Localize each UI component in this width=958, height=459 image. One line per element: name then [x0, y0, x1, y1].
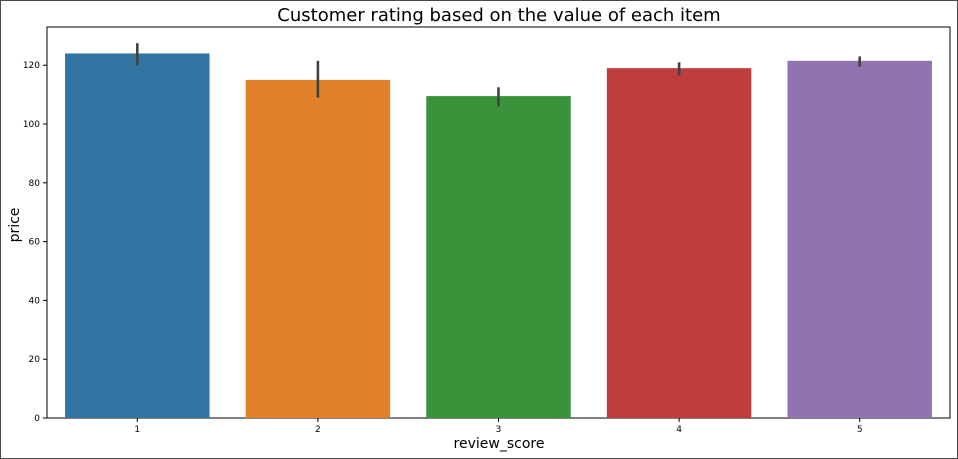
x-axis-label: review_score	[454, 436, 545, 452]
y-axis-label: price	[7, 208, 23, 243]
y-tick-label: 80	[29, 179, 41, 189]
x-tick-label: 1	[134, 425, 140, 435]
bar-3	[426, 96, 571, 419]
y-tick-label: 120	[23, 61, 40, 71]
x-tick-label: 4	[676, 425, 682, 435]
bar-1	[65, 53, 210, 418]
plot-area: 1 2 3 4 5 0 20 40 60 80 100 120	[23, 26, 951, 435]
bar-2	[245, 79, 391, 418]
y-tick-label: 20	[29, 355, 41, 365]
y-tick-label: 100	[23, 120, 40, 130]
x-tick-label: 2	[315, 425, 321, 435]
y-tick-label: 0	[34, 414, 40, 424]
y-tick-label: 40	[29, 296, 41, 306]
x-tick-label: 5	[857, 425, 863, 435]
chart-title: Customer rating based on the value of ea…	[277, 5, 720, 26]
bar-5	[787, 60, 932, 419]
bar-4	[606, 68, 752, 418]
y-tick-label: 60	[29, 238, 41, 248]
x-tick-label: 3	[496, 425, 502, 435]
